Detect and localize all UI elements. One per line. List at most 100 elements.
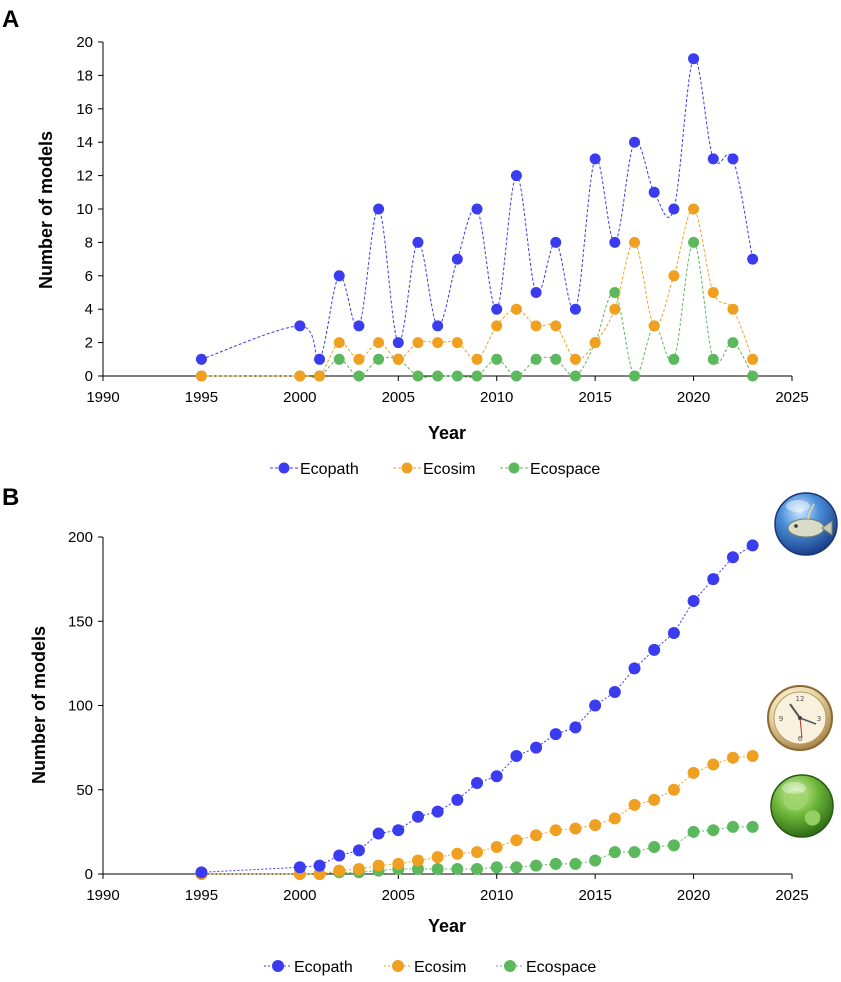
panel-a-x-tick-label: 2020	[677, 389, 710, 406]
panel-a-y-tick-label: 2	[85, 335, 93, 352]
panel-b-ecopath-point	[530, 741, 543, 754]
panel-b-ecospace-point	[490, 861, 503, 874]
panel-a-y-tick-label: 6	[85, 268, 93, 285]
panel-b-ecosim-point	[313, 868, 326, 880]
panel-b-ecopath-point	[707, 573, 720, 586]
panel-a-ecosim-point	[451, 337, 463, 349]
panel-b-ecosim-point	[431, 851, 444, 864]
svg-text:12: 12	[796, 695, 805, 703]
panel-a-ecopath-point	[510, 170, 522, 182]
panel-b-ecosim-point	[471, 846, 484, 859]
panel-a-ecospace-point	[451, 370, 463, 382]
panel-a-ecopath-point	[550, 236, 562, 248]
panel-a-ecospace-point	[707, 353, 719, 365]
panel-a-ecosim-point	[353, 353, 365, 365]
panel-a-y-axis-title: Number of models	[36, 131, 56, 289]
panel-b-x-tick-label: 1995	[185, 887, 218, 904]
panel-a-ecopath-point	[530, 287, 542, 298]
panel-a-ecosim-point	[530, 320, 542, 332]
panel-b-y-tick-label: 50	[76, 782, 93, 799]
panel-b-ecospace-point	[726, 820, 739, 833]
panel-b-ecopath-point	[687, 595, 700, 608]
panel-b-ecospace-point	[549, 857, 562, 870]
panel-a-y-tick-label: 12	[76, 168, 93, 185]
panel-label-b: B	[2, 484, 19, 511]
svg-text:3: 3	[817, 715, 821, 723]
svg-text:9: 9	[779, 715, 783, 723]
panel-a-y-tick-label: 16	[76, 101, 93, 118]
panel-b-axes: 0 50 100 150 200 1990 1995 2000 2005 2010 2015 2020…	[68, 529, 809, 904]
panel-a-legend-ecosim-marker	[401, 462, 413, 474]
panel-b-legend-ecospace-label: Ecospace	[526, 959, 596, 976]
panel-a-ecospace-point	[333, 353, 345, 365]
panel-a-ecopath-point	[451, 253, 463, 265]
panel-a-ecosim-point	[294, 370, 306, 382]
panel-b-x-tick-label: 2000	[283, 887, 316, 904]
panel-b-ecospace-point	[471, 862, 484, 875]
panel-b-ecopath-point	[431, 805, 444, 818]
panel-a-ecospace-point	[569, 370, 581, 382]
panel-a-ecopath-point	[688, 53, 700, 65]
panel-a-ecopath-point	[294, 320, 306, 332]
panel-b-ecopath-point	[628, 662, 641, 675]
panel-a-ecopath-point	[392, 337, 404, 349]
panel-b-ecosim-point	[530, 829, 543, 842]
panel-b-ecosim-point	[726, 751, 739, 764]
panel-a-ecospace-point	[727, 337, 739, 349]
panel-a-y-tick-label: 10	[76, 201, 93, 218]
panel-a-ecopath-point	[432, 320, 444, 332]
panel-a-ecopath-point	[471, 203, 483, 215]
panel-a-ecopath-point	[412, 236, 424, 248]
panel-b-y-tick-label: 150	[68, 613, 93, 630]
panel-b-ecospace-point	[589, 854, 602, 867]
panel-a-ecosim-point	[569, 353, 581, 365]
panel-a-axes: 0 2 4 6 8 10 12 14 16 18 20 1990 1995 2000 2005 2010 201…	[76, 34, 808, 406]
panel-b-ecosim-point	[490, 841, 503, 854]
panel-a-x-tick-label: 2025	[775, 389, 808, 406]
panel-a-x-tick-label: 1995	[185, 389, 218, 406]
panel-b-ecopath-point	[490, 770, 503, 783]
panel-b-ecopath-point	[451, 793, 464, 806]
panel-a-legend: Ecopath Ecosim Ecospace	[270, 461, 600, 478]
panel-a-series	[195, 53, 759, 382]
panel-a-ecosim-point	[412, 337, 424, 349]
panel-a-ecosim-point	[707, 287, 719, 298]
panel-b-ecosim-point	[687, 766, 700, 779]
panel-b-ecosim-point	[746, 750, 759, 763]
panel-a-ecosim-line	[201, 208, 754, 379]
panel-b-ecospace-point	[569, 857, 582, 870]
panel-b-ecosim-point	[707, 758, 720, 771]
panel-a-ecosim-point	[609, 303, 621, 315]
panel-b-ecopath-point	[372, 827, 385, 840]
panel-b-ecosim-point	[608, 812, 621, 825]
panel-a-x-tick-label: 1990	[86, 389, 119, 406]
panel-b-x-axis-title: Year	[428, 916, 466, 936]
panel-b-ecosim-point	[392, 857, 405, 870]
panel-a-ecopath-point	[648, 186, 660, 198]
panel-a-x-tick-label: 2005	[382, 389, 415, 406]
panel-b-ecospace-point	[746, 820, 759, 833]
panel-a-ecosim-point	[314, 370, 326, 382]
panel-b-ecopath-point	[569, 721, 582, 734]
panel-b-ecopath-point	[667, 627, 680, 640]
panel-b-ecosim-point	[451, 847, 464, 860]
ecospace-globe-icon	[770, 774, 834, 838]
panel-b-y-tick-label: 200	[68, 529, 93, 546]
panel-a-x-tick-label: 2010	[480, 389, 513, 406]
panel-b-ecosim-point	[372, 859, 385, 872]
panel-b-chart: 0 50 100 150 200 1990 1995 2000 2005 2010 2015 2020…	[29, 529, 809, 976]
svg-text:6: 6	[798, 735, 803, 743]
panel-label-a: A	[2, 6, 19, 33]
panel-b-ecospace-point	[510, 861, 523, 874]
panel-b-legend-ecosim-marker	[392, 960, 404, 972]
panel-a-ecopath-point	[707, 153, 719, 165]
panel-b-y-tick-label: 100	[68, 698, 93, 715]
panel-b-ecosim-point	[352, 862, 365, 875]
panel-a-ecopath-point	[747, 253, 759, 265]
panel-a-legend-ecopath-label: Ecopath	[300, 461, 359, 478]
panel-b-ecopath-point	[471, 777, 484, 790]
panel-a-legend-ecopath-marker	[278, 462, 290, 474]
panel-b-ecospace-point	[648, 841, 661, 854]
panel-b-ecospace-point	[667, 839, 680, 852]
panel-a-ecospace-point	[353, 370, 365, 382]
